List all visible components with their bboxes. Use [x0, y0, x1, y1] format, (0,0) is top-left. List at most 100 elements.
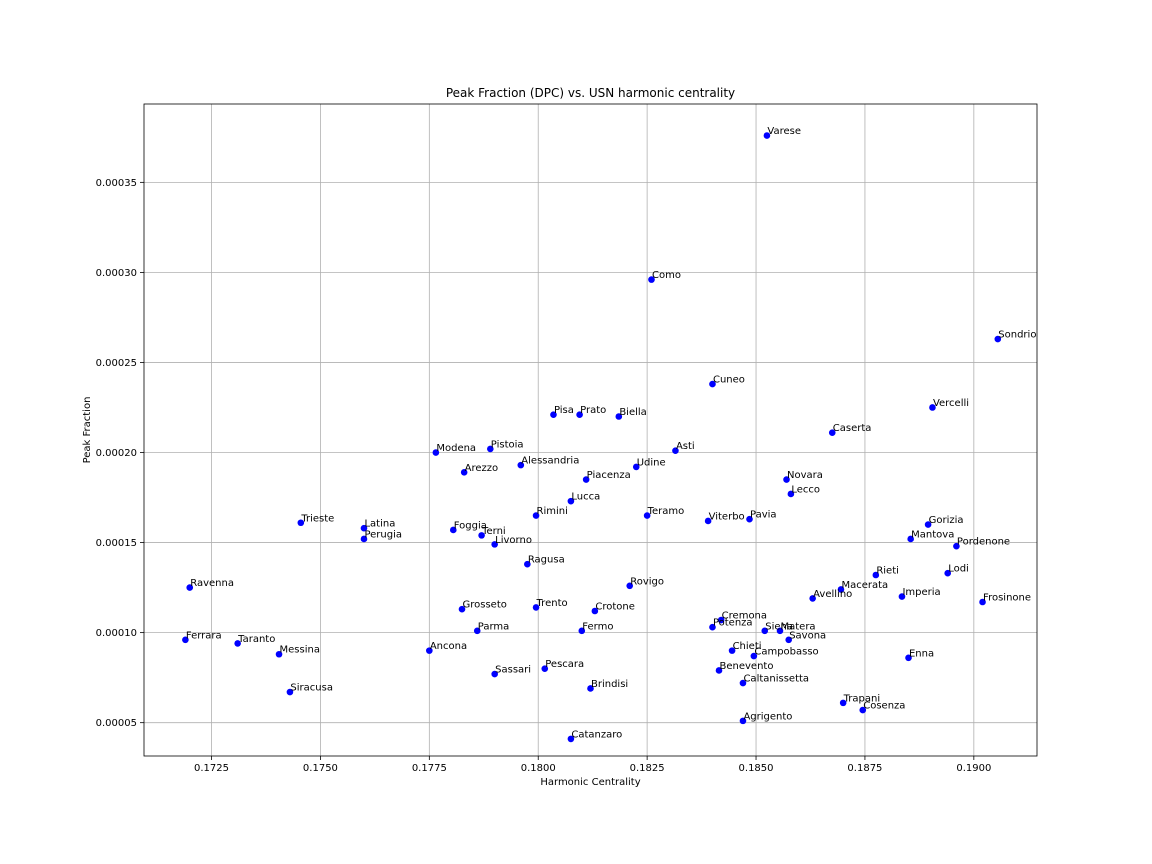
point-label: Teramo	[647, 506, 685, 517]
data-point	[567, 497, 575, 505]
y-tick-label: 0.00030	[96, 268, 137, 279]
point-label: Sondrio	[998, 330, 1036, 341]
x-tick-label: 0.1775	[412, 763, 447, 774]
point-label: Prato	[580, 405, 606, 416]
data-point	[739, 717, 747, 725]
data-point	[458, 605, 466, 613]
point-label: Grosseto	[462, 600, 506, 611]
data-point	[761, 627, 769, 635]
point-label: Rieti	[876, 565, 899, 576]
data-point	[787, 490, 795, 498]
data-point	[297, 519, 305, 527]
point-label: Pescara	[545, 659, 584, 670]
data-point	[473, 627, 481, 635]
data-point	[234, 640, 241, 647]
point-label: Alessandria	[521, 456, 579, 467]
point-label: Viterbo	[709, 511, 745, 522]
data-point	[709, 380, 716, 388]
point-label: Taranto	[237, 634, 275, 645]
point-label: Trieste	[300, 513, 334, 524]
data-point	[728, 647, 736, 654]
point-label: Vercelli	[933, 398, 969, 409]
point-label: Livorno	[495, 535, 532, 546]
y-axis-label: Peak Fraction	[82, 397, 93, 464]
point-label: Varese	[767, 126, 801, 137]
data-point	[715, 667, 723, 674]
point-label: Parma	[478, 621, 510, 632]
data-point	[582, 476, 590, 483]
data-point	[478, 532, 485, 539]
point-label: Chieti	[733, 641, 762, 652]
data-point	[275, 650, 283, 658]
data-point	[872, 571, 880, 579]
data-point	[615, 413, 623, 420]
data-point	[783, 476, 790, 483]
point-label: Avellino	[813, 589, 852, 600]
point-label: Caserta	[833, 423, 872, 434]
point-label: Brindisi	[591, 679, 628, 690]
point-label: Novara	[787, 470, 823, 481]
data-point	[567, 735, 575, 743]
data-point	[576, 411, 583, 418]
data-point	[953, 542, 960, 550]
point-label: Gorizia	[929, 515, 964, 526]
data-point	[717, 616, 725, 624]
data-point	[360, 535, 368, 543]
data-point	[739, 679, 747, 687]
point-label: Modena	[436, 443, 476, 454]
point-label: Perugia	[364, 529, 402, 540]
point-label: Pordenone	[957, 537, 1010, 548]
point-label: Lodi	[948, 564, 969, 575]
point-label: Ragusa	[528, 555, 565, 566]
data-point	[541, 665, 549, 672]
data-point	[763, 132, 771, 139]
data-point	[532, 604, 540, 611]
point-label: Latina	[364, 519, 395, 530]
data-point	[837, 586, 845, 593]
point-label: Pavia	[750, 510, 777, 521]
data-point	[532, 512, 540, 519]
data-point	[587, 685, 594, 692]
data-point	[578, 627, 586, 635]
point-label: Pistoia	[491, 439, 524, 450]
point-label: Campobasso	[754, 647, 818, 658]
x-tick-label: 0.1825	[630, 763, 665, 774]
data-point	[460, 469, 468, 476]
data-point	[944, 569, 951, 577]
point-label: Crotone	[595, 602, 635, 613]
data-point	[517, 461, 525, 469]
y-tick-label: 0.00035	[96, 178, 137, 189]
data-point	[809, 595, 816, 602]
point-label: Enna	[909, 648, 934, 659]
x-axis-ticks: 0.1725 0.1750 0.1775 0.1800 0.1825 0.1850 0.18…	[194, 756, 991, 774]
data-point	[898, 593, 906, 600]
data-point	[785, 636, 793, 644]
point-label: Cuneo	[713, 375, 745, 386]
point-label: Lecco	[791, 484, 820, 495]
point-label: Como	[652, 270, 681, 281]
point-label: Sassari	[495, 665, 531, 676]
point-label: Siena	[765, 621, 793, 632]
y-tick-label: 0.00005	[96, 718, 137, 729]
point-label: Udine	[637, 457, 666, 468]
point-label: Asti	[676, 441, 695, 452]
data-point	[449, 526, 457, 534]
point-label: Terni	[481, 526, 506, 537]
point-label: Rimini	[537, 506, 568, 517]
point-label: Arezzo	[465, 463, 499, 474]
point-label: Siracusa	[290, 683, 333, 694]
point-label: Agrigento	[743, 711, 792, 722]
point-labels: Varese Como Sondrio Cuneo Vercelli Pisa Prato B…	[186, 126, 1037, 740]
point-label: Caltanissetta	[743, 674, 809, 685]
point-label: Fermo	[582, 621, 613, 632]
data-point	[750, 652, 758, 660]
data-point	[905, 654, 912, 662]
data-point	[524, 560, 531, 568]
point-label: Matera	[780, 621, 815, 632]
point-label: Foggia	[454, 520, 487, 531]
point-label: Trapani	[843, 693, 880, 704]
data-point	[186, 584, 194, 591]
point-label: Mantova	[911, 529, 954, 540]
data-point	[994, 335, 1002, 343]
